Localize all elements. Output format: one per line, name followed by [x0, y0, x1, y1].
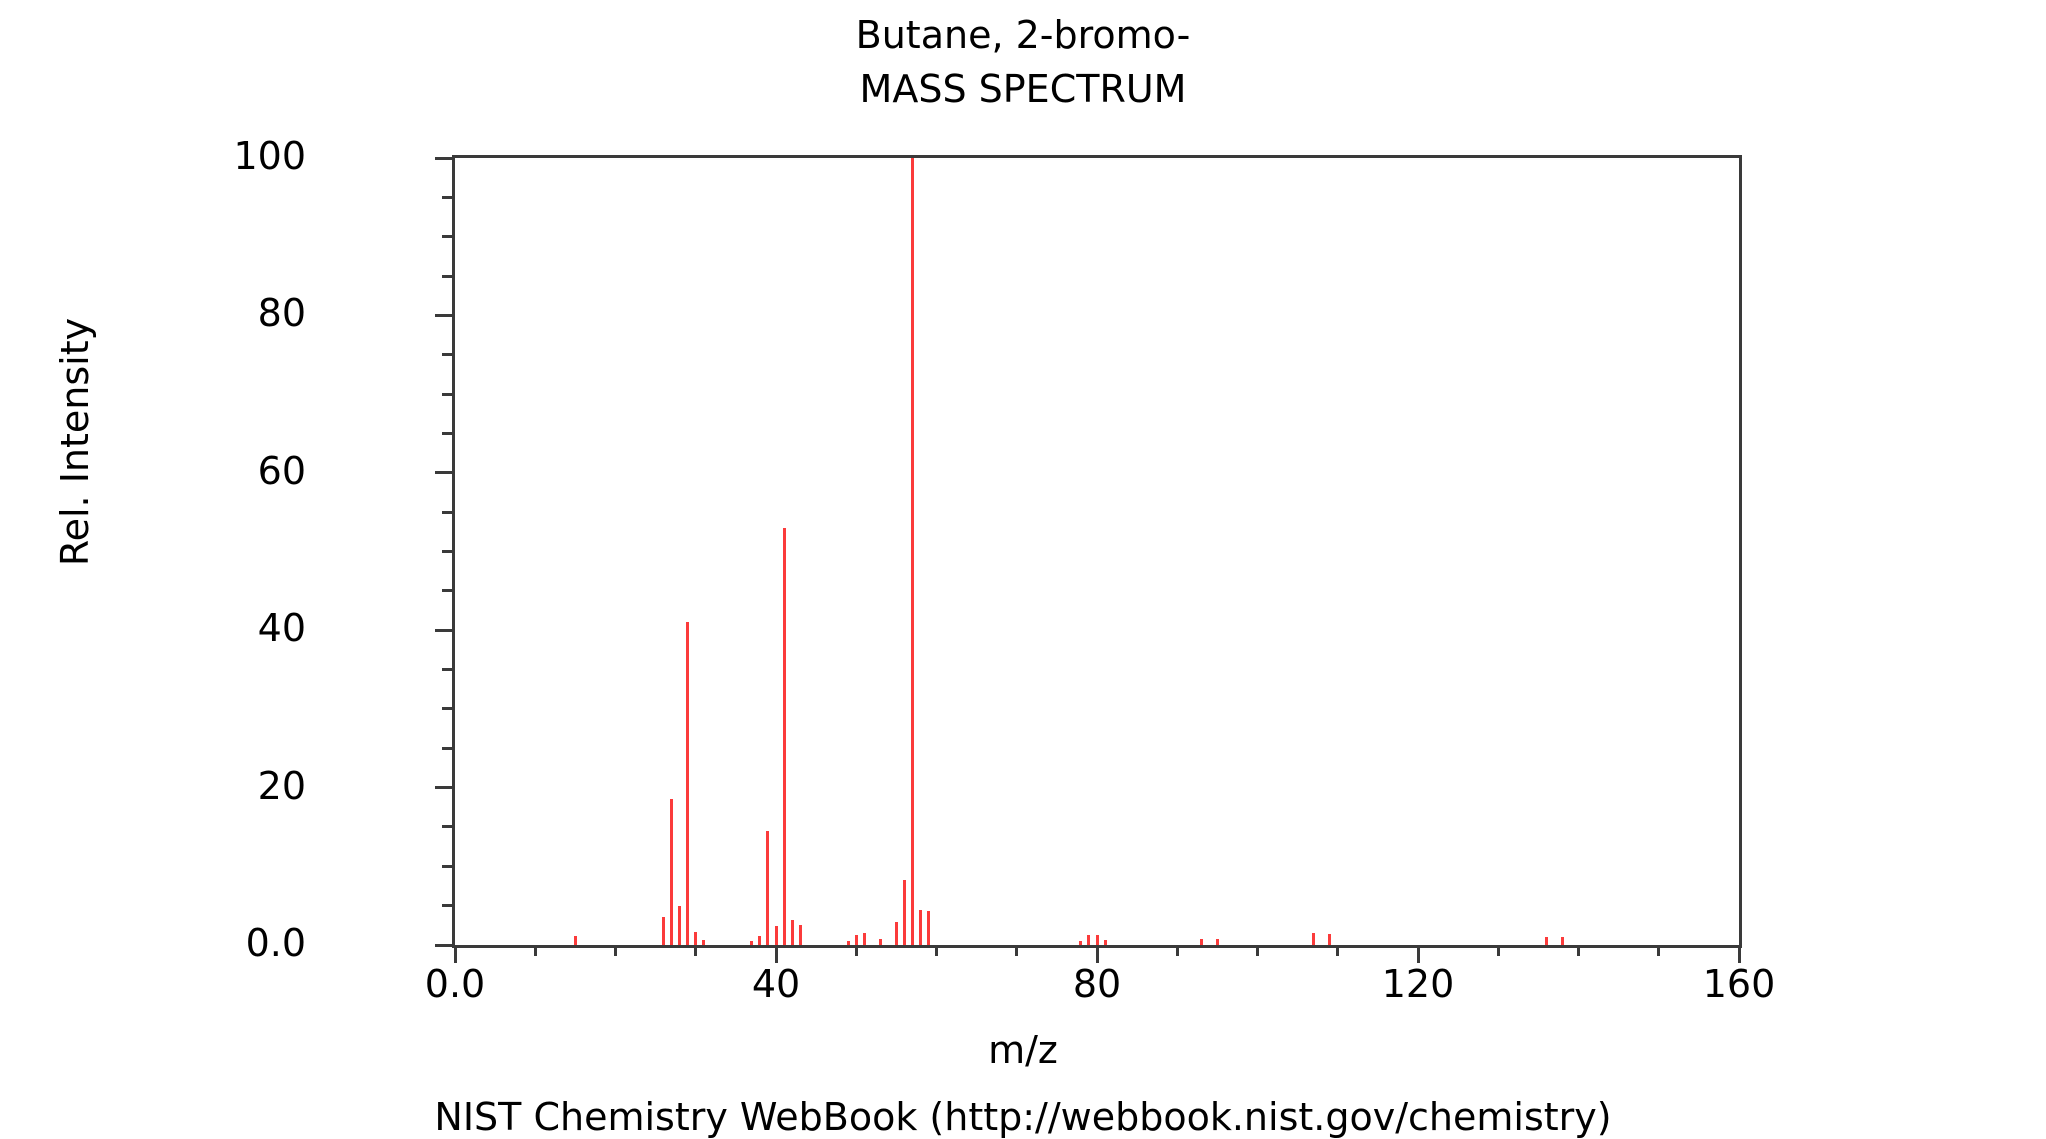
y-tick-label: 0.0: [245, 921, 306, 965]
plot-area: [455, 158, 1739, 945]
chart-title-compound: Butane, 2-bromo-: [855, 13, 1191, 57]
y-tick-minor: [442, 707, 453, 711]
y-tick-minor: [442, 864, 453, 868]
plot-frame: [452, 155, 1742, 948]
spectrum-peak: [1103, 940, 1107, 945]
y-tick-label: 60: [257, 448, 306, 493]
spectrum-peak: [662, 917, 666, 945]
x-tick-minor: [1015, 945, 1019, 956]
x-tick-label: 40: [751, 962, 801, 1006]
y-tick-mark: [435, 156, 453, 160]
spectrum-peak: [1079, 941, 1083, 945]
spectrum-peak: [902, 880, 906, 945]
x-tick-minor: [1496, 945, 1500, 956]
spectrum-peak: [854, 934, 858, 945]
x-axis-label: m/z: [988, 1028, 1058, 1072]
spectrum-peak: [702, 940, 706, 945]
x-tick-minor: [694, 945, 698, 956]
y-tick-minor: [442, 392, 453, 396]
spectrum-peak: [766, 830, 770, 945]
spectrum-peak: [686, 622, 690, 945]
x-tick-minor: [533, 945, 537, 956]
spectrum-peak: [670, 798, 674, 945]
x-tick-minor: [614, 945, 617, 956]
spectrum-peak: [798, 924, 802, 945]
y-tick-minor: [442, 353, 453, 357]
y-tick-mark: [435, 313, 453, 317]
spectrum-peak: [790, 919, 794, 945]
spectrum-peak: [926, 911, 930, 945]
y-tick-mark: [435, 471, 453, 475]
spectrum-peak: [1095, 934, 1099, 945]
spectrum-peak: [782, 527, 786, 945]
y-tick-minor: [442, 589, 453, 593]
y-tick-minor: [442, 825, 453, 829]
x-tick-minor: [935, 945, 938, 956]
spectrum-peak: [894, 922, 898, 945]
spectrum-peak: [573, 935, 577, 945]
spectrum-peak: [1087, 934, 1091, 945]
spectrum-peak: [1328, 933, 1332, 945]
y-tick-minor: [442, 904, 453, 908]
spectrum-peak: [758, 935, 762, 945]
y-axis-label: Rel. Intensity: [53, 317, 97, 567]
y-tick-mark: [435, 943, 453, 947]
spectrum-peak: [1560, 937, 1564, 945]
x-tick-minor: [854, 945, 858, 956]
y-tick-minor: [442, 550, 453, 553]
spectrum-peak: [1215, 938, 1219, 945]
x-tick-mark: [1416, 945, 1420, 963]
y-tick-minor: [442, 668, 453, 672]
spectrum-peak: [910, 158, 914, 945]
x-tick-label: 0.0: [424, 962, 486, 1006]
spectrum-peak: [846, 941, 850, 945]
chart-title-type: MASS SPECTRUM: [859, 67, 1187, 111]
x-tick-minor: [1657, 945, 1661, 956]
x-tick-minor: [1175, 945, 1179, 956]
x-tick-mark: [774, 945, 778, 963]
y-tick-minor: [442, 510, 453, 514]
x-tick-minor: [1577, 945, 1580, 956]
y-tick-label: 40: [257, 606, 306, 651]
spectrum-peak: [774, 926, 778, 945]
y-tick-label: 20: [257, 763, 306, 808]
y-tick-label: 100: [233, 134, 306, 178]
y-tick-mark: [435, 786, 453, 790]
spectrum-peak: [1544, 937, 1548, 945]
spectrum-peak: [678, 905, 682, 945]
y-tick-minor: [442, 195, 453, 199]
x-tick-mark: [1095, 945, 1099, 963]
y-tick-minor: [442, 746, 453, 750]
y-tick-label: 80: [257, 291, 306, 336]
figure-footer: NIST Chemistry WebBook (http://webbook.n…: [434, 1095, 1612, 1139]
y-tick-mark: [435, 628, 453, 632]
x-tick-label: 80: [1072, 962, 1122, 1006]
x-tick-minor: [1336, 945, 1340, 956]
y-tick-minor: [442, 431, 453, 435]
x-tick-mark: [1737, 945, 1741, 963]
spectrum-peak: [750, 941, 754, 945]
y-tick-minor: [442, 274, 453, 278]
x-tick-minor: [1256, 945, 1259, 956]
x-tick-label: 120: [1381, 962, 1455, 1006]
spectrum-peak: [918, 909, 922, 945]
spectrum-peak: [1312, 933, 1316, 945]
spectrum-peak: [878, 938, 882, 945]
x-tick-label: 160: [1702, 962, 1776, 1006]
y-tick-minor: [442, 235, 453, 239]
x-tick-mark: [453, 945, 457, 963]
spectrum-peak: [694, 932, 698, 945]
spectrum-peak: [862, 933, 866, 945]
spectrum-peak: [1199, 938, 1203, 945]
